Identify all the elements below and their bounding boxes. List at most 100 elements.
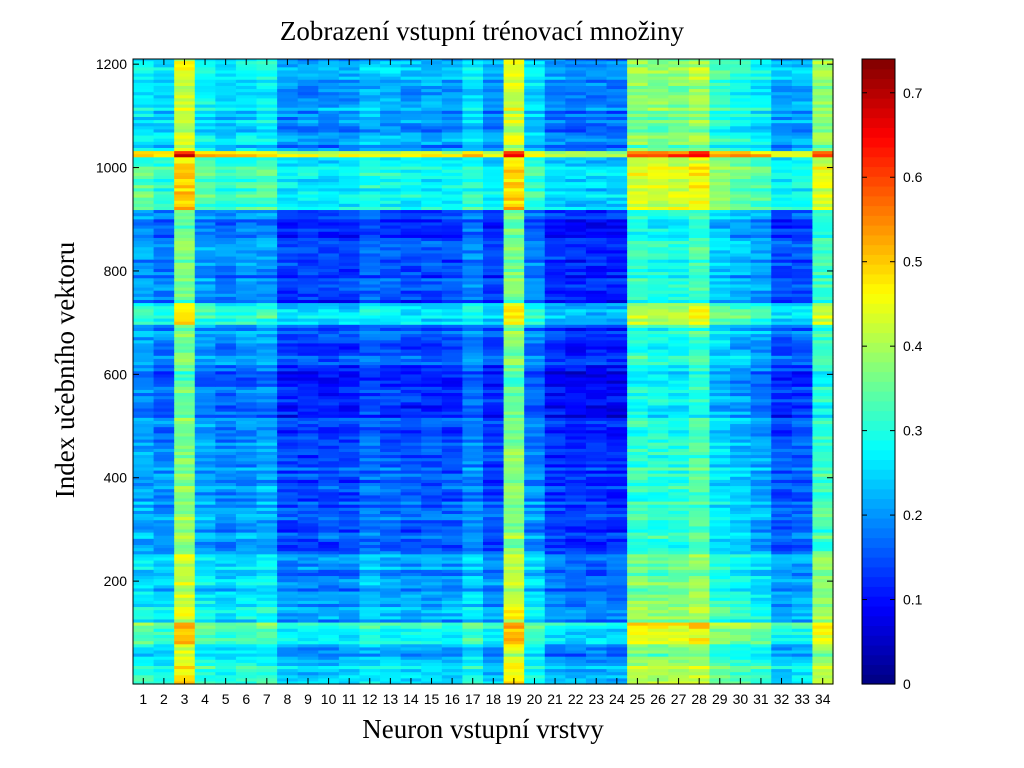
heatmap-cell (153, 674, 175, 679)
heatmap-cell (791, 469, 814, 474)
heatmap-cell (565, 423, 587, 428)
heatmap-cell (791, 311, 814, 316)
heatmap-cell (503, 640, 525, 645)
heatmap-cell (771, 547, 793, 552)
heatmap-cell (277, 550, 299, 555)
heatmap-cell (565, 559, 587, 564)
heatmap-cell (235, 420, 258, 425)
heatmap-cell (565, 637, 587, 642)
heatmap-cell (771, 432, 793, 437)
heatmap-cell (688, 277, 711, 282)
heatmap-cell (153, 522, 175, 527)
heatmap-cell (709, 345, 731, 350)
heatmap-cell (750, 423, 772, 428)
heatmap-cell (153, 634, 175, 639)
heatmap-cell (730, 662, 752, 666)
heatmap-cell (483, 643, 505, 648)
heatmap-cell (297, 550, 319, 555)
heatmap-cell (565, 513, 587, 518)
heatmap-cell (812, 525, 834, 530)
heatmap-cell (483, 572, 505, 577)
heatmap-cell (421, 649, 443, 654)
heatmap-cell (565, 252, 587, 257)
heatmap-cell (647, 649, 669, 654)
heatmap-cell (338, 386, 361, 390)
heatmap-cell (688, 671, 711, 676)
heatmap-cell (812, 370, 834, 375)
heatmap-cell (709, 541, 731, 546)
heatmap-cell (380, 342, 402, 347)
heatmap-cell (359, 308, 381, 313)
heatmap-cell (359, 420, 381, 425)
heatmap-cell (565, 333, 587, 338)
heatmap-cell (750, 349, 772, 353)
heatmap-cell (730, 659, 752, 663)
heatmap-cell (668, 473, 690, 477)
heatmap-cell (400, 525, 422, 530)
heatmap-cell (771, 491, 793, 496)
heatmap-cell (174, 448, 196, 452)
heatmap-cell (297, 637, 319, 642)
heatmap-cell (668, 594, 690, 598)
heatmap-cell (503, 609, 525, 614)
heatmap-cell (215, 293, 237, 297)
heatmap-cell (627, 463, 649, 468)
heatmap-cell (194, 640, 216, 645)
heatmap-cell (133, 454, 155, 459)
heatmap-cell (359, 268, 381, 273)
heatmap-cell (174, 277, 196, 282)
heatmap-cell (503, 296, 525, 300)
heatmap-cell (688, 612, 711, 617)
heatmap-cell (585, 243, 608, 248)
heatmap-cell (421, 370, 443, 375)
heatmap-cell (503, 451, 525, 456)
heatmap-cell (359, 345, 381, 350)
heatmap-cell (441, 404, 464, 409)
heatmap-cell (153, 442, 175, 446)
heatmap-cell (524, 463, 546, 468)
heatmap-cell (133, 252, 155, 257)
heatmap-cell (544, 513, 566, 518)
heatmap-cell (812, 333, 834, 338)
heatmap-cell (524, 621, 546, 626)
heatmap-cell (771, 265, 793, 269)
heatmap-cell (194, 277, 216, 282)
heatmap-cell (194, 265, 216, 269)
heatmap-cell (359, 460, 381, 465)
heatmap-cell (709, 606, 731, 611)
heatmap-cell (421, 522, 443, 527)
heatmap-cell (483, 538, 505, 542)
heatmap-cell (174, 299, 196, 304)
heatmap-cell (256, 544, 278, 549)
heatmap-cell (380, 510, 402, 514)
heatmap-cell (297, 584, 319, 589)
heatmap-cell (750, 625, 772, 629)
heatmap-cell (194, 612, 216, 617)
heatmap-cell (750, 628, 772, 632)
heatmap-cell (462, 376, 484, 381)
heatmap-cell (647, 581, 669, 586)
heatmap-cell (606, 302, 628, 307)
heatmap-cell (297, 386, 319, 390)
heatmap-cell (524, 460, 546, 465)
heatmap-cell (483, 389, 505, 394)
heatmap-cell (318, 311, 340, 316)
heatmap-cell (503, 646, 525, 651)
heatmap-cell (462, 451, 484, 456)
heatmap-cell (277, 649, 299, 654)
heatmap-cell (771, 454, 793, 459)
heatmap-cell (483, 606, 505, 611)
heatmap-cell (380, 308, 402, 313)
heatmap-cell (421, 392, 443, 397)
heatmap-cell (133, 504, 155, 508)
heatmap-cell (503, 255, 525, 260)
heatmap-cell (730, 376, 752, 381)
heatmap-cell (400, 466, 422, 471)
heatmap-cell (791, 649, 814, 654)
heatmap-cell (194, 283, 216, 288)
heatmap-cell (153, 361, 175, 366)
heatmap-cell (668, 333, 690, 338)
heatmap-cell (565, 265, 587, 269)
heatmap-cell (318, 643, 340, 648)
heatmap-cell (133, 423, 155, 428)
